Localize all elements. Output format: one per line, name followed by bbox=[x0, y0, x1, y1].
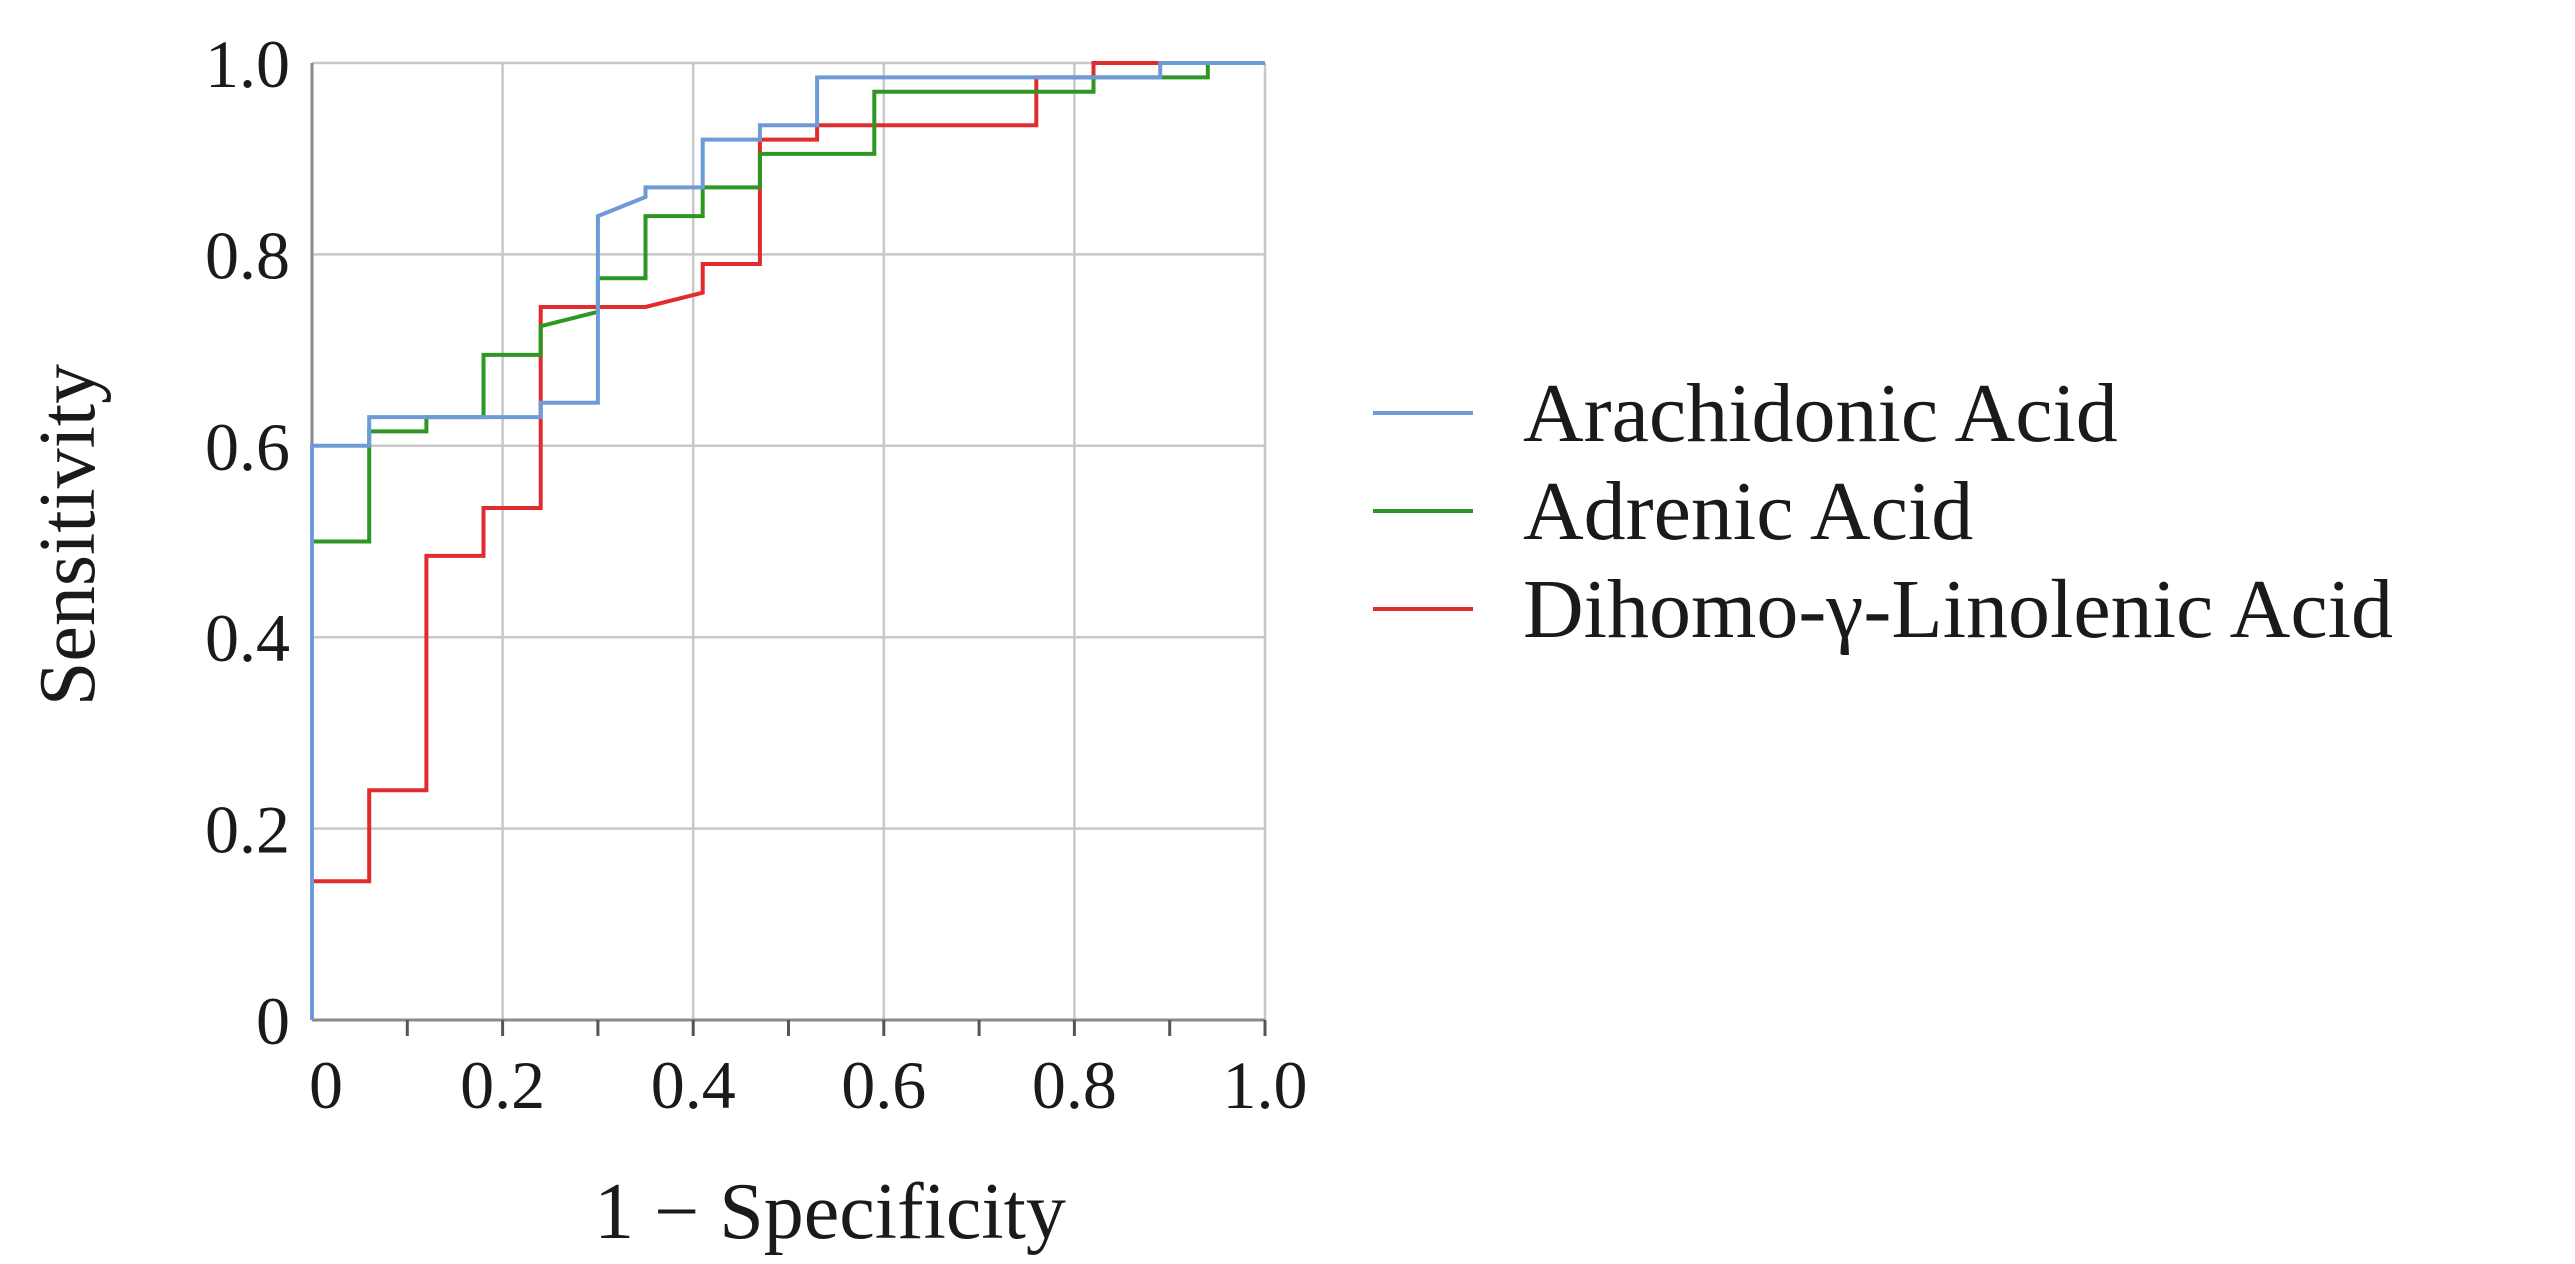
grid-lines bbox=[312, 61, 1267, 1020]
series-line-0 bbox=[310, 61, 1265, 1020]
x-tick-label-4: 0.8 bbox=[1032, 1047, 1117, 1123]
roc-curves bbox=[310, 61, 1265, 1020]
y-tick-label-4: 0.8 bbox=[205, 217, 290, 293]
series-line-2 bbox=[310, 61, 1265, 1020]
x-tick-labels: 0 0.2 0.4 0.6 0.8 1.0 bbox=[309, 1047, 1308, 1123]
x-tick-label-2: 0.4 bbox=[651, 1047, 736, 1123]
x-tick-label-1: 0.2 bbox=[460, 1047, 545, 1123]
y-tick-label-1: 0.2 bbox=[205, 792, 290, 868]
y-tick-label-0: 0 bbox=[256, 983, 290, 1059]
y-tick-labels: 0 0.2 0.4 0.6 0.8 1.0 bbox=[205, 26, 290, 1059]
y-axis-title: Sensitivity bbox=[24, 364, 112, 706]
legend-label-0: Arachidonic Acid bbox=[1523, 367, 2118, 460]
y-tick-label-3: 0.6 bbox=[205, 409, 290, 485]
axes bbox=[310, 63, 1267, 1036]
x-tick-label-0: 0 bbox=[309, 1047, 343, 1123]
legend-label-2: Dihomo-γ-Linolenic Acid bbox=[1523, 563, 2393, 656]
x-tick-label-3: 0.6 bbox=[841, 1047, 926, 1123]
x-tick-label-5: 1.0 bbox=[1223, 1047, 1308, 1123]
y-tick-label-2: 0.4 bbox=[205, 600, 290, 676]
x-axis-title: 1 − Specificity bbox=[594, 1168, 1066, 1256]
series-line-1 bbox=[310, 61, 1265, 1020]
y-tick-label-5: 1.0 bbox=[205, 26, 290, 102]
legend-label-1: Adrenic Acid bbox=[1523, 465, 1973, 558]
